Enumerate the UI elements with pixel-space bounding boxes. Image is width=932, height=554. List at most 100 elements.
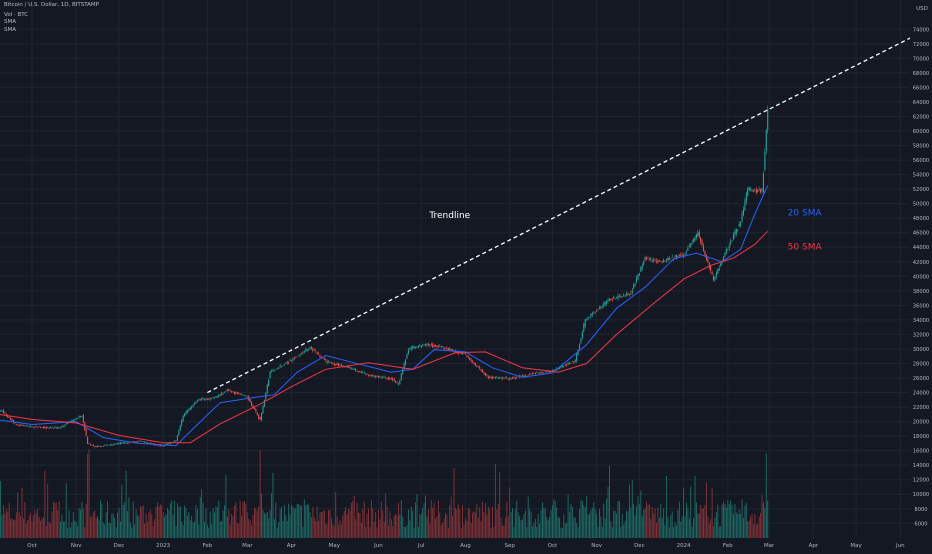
volume-bar [671,511,673,538]
volume-bar [435,518,436,538]
volume-bar [88,449,90,538]
candle-body [97,446,99,447]
volume-bar [82,508,84,538]
volume-bar [502,525,503,538]
volume-bar [469,508,471,538]
candle-body [115,443,117,444]
candle-body [225,391,227,392]
candle-body [57,427,59,429]
candle-body [365,373,367,375]
grid [0,0,910,538]
candle-body [405,359,407,365]
candle-body [633,284,635,289]
volume-bar [67,527,69,538]
candle-body [683,255,685,256]
candle-body [25,425,27,426]
candle-body [336,363,338,366]
candle-body [501,378,504,379]
volume-bar [60,521,61,538]
candle-body [597,309,599,311]
candle-body [591,313,593,315]
candle-body [305,349,307,352]
volume-bar [704,505,706,538]
volume-bar [663,508,665,538]
candle-body [653,259,655,261]
candle-body [243,395,245,396]
volume-bar [137,515,138,538]
volume-bar [252,514,254,538]
candle-body [446,348,448,349]
candle-body [34,426,36,428]
candle-body [112,444,114,446]
volume-bar [145,513,147,538]
candle-body [737,229,739,230]
time-tick-label: Mar [764,543,775,549]
volume-bar [174,500,176,538]
price-tick-label: 52000 [913,187,930,193]
candle-body [360,372,362,373]
annotation-label: 20 SMA [788,208,823,218]
candle-body [141,441,143,442]
candle-body [660,261,662,262]
volume-bar [549,516,551,538]
volume-bar [397,502,399,538]
candle-body [198,399,200,401]
candle-body [375,375,377,377]
volume-bar [574,517,576,538]
candle-body [434,345,437,346]
volume-bar [378,509,379,538]
candle-body [102,446,104,447]
price-tick-label: 58000 [913,144,930,150]
volume-bar [228,509,230,538]
volume-bar [164,516,166,538]
annotation-label: Trendline [428,211,470,221]
volume-bar [336,516,338,538]
volume-bar [253,507,255,538]
candle-body [635,277,638,283]
candle-body [607,300,609,302]
candle-body [539,372,541,374]
volume-bar [504,517,506,538]
candle-body [663,260,665,263]
symbol-title[interactable]: Bitcoin / U.S. Dollar, 1D, BITSTAMP [4,2,99,8]
candle-body [489,377,491,378]
volume-bar [71,522,73,538]
candle-body [256,412,258,416]
volume-bar [35,513,37,538]
sma-legend-2[interactable]: SMA [4,27,16,33]
volume-bar [753,524,754,538]
volume-bar [399,515,401,538]
volume-bar [512,508,513,538]
candle-body [610,299,612,300]
candle-body [322,357,324,359]
volume-bar [724,504,726,538]
volume-bar [235,502,237,538]
volume-bar [668,527,670,538]
volume-bar [175,525,177,538]
volume-bar [738,509,740,538]
volume-bar [559,517,560,538]
candle-body [315,350,317,352]
volume-bar [524,510,526,538]
candle-body [138,441,140,442]
volume-bar [282,521,284,538]
candle-body [611,298,613,300]
candle-body [168,443,170,445]
volume-bar [14,519,16,538]
volume-bar [591,507,593,538]
volume-bar [670,515,672,538]
volume-bar [268,518,270,538]
candle-body [725,249,727,254]
volume-bar [359,513,361,538]
sma-legend-1[interactable]: SMA [4,19,16,25]
candle-body [108,444,110,446]
candle-body [54,427,56,429]
volume-bar [124,502,126,538]
candle-body [270,371,273,372]
volume-legend[interactable]: Vol · BTC [4,12,29,18]
volume-bar [757,523,759,538]
candle-body [449,348,451,351]
candle-body [647,258,649,259]
